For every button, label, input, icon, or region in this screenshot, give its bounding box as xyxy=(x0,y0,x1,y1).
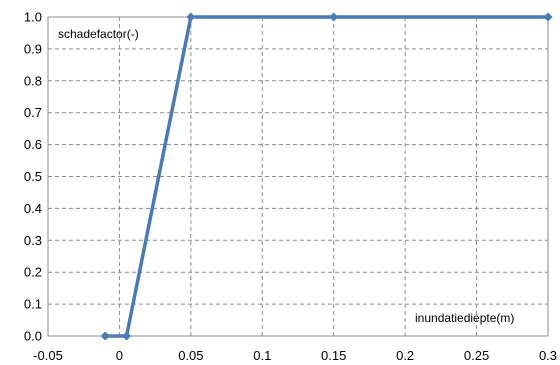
plot-area-frame xyxy=(47,16,549,337)
y-tick-label: 0.1 xyxy=(24,297,42,312)
x-tick-label: 0 xyxy=(116,348,123,363)
x-tick-label: 0.2 xyxy=(396,348,414,363)
series-line xyxy=(105,15,548,338)
x-tick-label: 0.25 xyxy=(464,348,489,363)
y-tick-label: 0.6 xyxy=(24,137,42,152)
data-point-marker xyxy=(329,12,339,22)
y-tick-label: 0.8 xyxy=(24,73,42,88)
y-tick-label: 0.3 xyxy=(24,233,42,248)
y-tick-label: 0.5 xyxy=(24,169,42,184)
y-axis-tick-labels: 0.0 0.1 0.2 0.3 0.4 0.5 0.6 0.7 0.8 0.9 1.0 xyxy=(24,10,42,344)
y-tick-label: 0.7 xyxy=(24,105,42,120)
y-tick-label: 0.9 xyxy=(24,41,42,56)
x-axis-tick-labels: -0.05 0 0.05 0.1 0.15 0.2 0.25 0.3 xyxy=(33,348,557,363)
y-axis-label: schadefactor(-) xyxy=(58,27,139,41)
x-tick-label: 0.3 xyxy=(539,348,557,363)
x-tick-label: 0.05 xyxy=(178,348,203,363)
x-axis-label: inundatiediepte(m) xyxy=(415,311,514,325)
y-tick-label: 0.0 xyxy=(24,329,42,344)
series-layer xyxy=(100,12,553,341)
x-tick-label: 0.15 xyxy=(321,348,346,363)
data-point-marker xyxy=(543,12,553,22)
y-tick-label: 0.2 xyxy=(24,265,42,280)
y-tick-label: 0.4 xyxy=(24,201,42,216)
x-tick-label: 0.1 xyxy=(253,348,271,363)
x-tick-label: -0.05 xyxy=(33,348,63,363)
y-tick-label: 1.0 xyxy=(24,10,42,25)
data-point-marker xyxy=(122,331,132,341)
data-point-marker xyxy=(186,12,196,22)
grid-lines xyxy=(48,17,548,336)
data-point-marker xyxy=(100,331,110,341)
